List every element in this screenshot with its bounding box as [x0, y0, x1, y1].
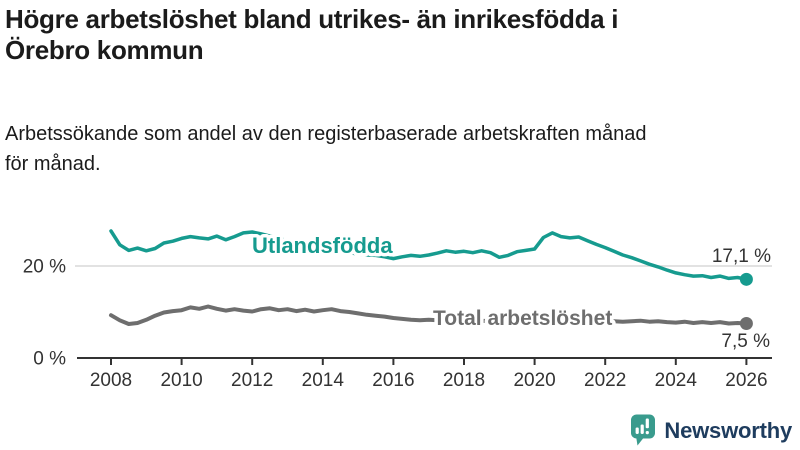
- page-subtitle-line1: Arbetssökande som andel av den registerb…: [5, 123, 647, 145]
- line-utlandsfodda: [109, 229, 749, 282]
- page-subtitle: Arbetssökande som andel av den registerb…: [5, 119, 647, 179]
- gridlines: 0 % 20 %: [23, 257, 772, 370]
- end-dot-utlandsfodda: [739, 272, 753, 286]
- series-lines: [109, 229, 753, 330]
- x-tick-label: 2026: [725, 370, 767, 391]
- x-tick-label: 2012: [231, 370, 273, 391]
- x-tick-label: 2010: [160, 370, 202, 391]
- x-tick-label: 2024: [655, 370, 698, 391]
- x-tick-label: 2008: [90, 370, 132, 391]
- page-title: Högre arbetslöshet bland utrikes- än inr…: [5, 4, 618, 66]
- unemployment-line-chart: 0 % 20 % Utlandsfödda 17,1 % Total arbetslö…: [23, 229, 772, 391]
- page-subtitle-line2: för månad.: [5, 153, 101, 175]
- newsworthy-logo: Newsworthy: [630, 414, 792, 447]
- page-title-line1: Högre arbetslöshet bland utrikes- än inr…: [5, 4, 619, 34]
- y-tick-label: 0 %: [33, 349, 66, 370]
- newsworthy-chart-bubble-icon: [631, 414, 656, 446]
- x-tick-label: 2020: [513, 370, 555, 391]
- end-value-label-utlandsfodda: 17,1 %: [712, 246, 771, 267]
- series-label-utlandsfodda: Utlandsfödda: [252, 233, 393, 258]
- series-labels: Utlandsfödda 17,1 % Total arbetslöshet 7,5 …: [249, 230, 772, 353]
- page-title-line2: Örebro kommun: [5, 35, 204, 65]
- x-tick-label: 2014: [302, 370, 345, 391]
- end-value-label-total: 7,5 %: [721, 331, 770, 352]
- y-tick-label: 20 %: [23, 257, 66, 278]
- x-tick-label: 2018: [443, 370, 485, 391]
- x-tick-label: 2016: [372, 370, 414, 391]
- x-axis: 2008 2010 2012 2014 2016 2018 2020 2022 2024 2026: [77, 357, 772, 391]
- end-dot-total: [739, 317, 753, 330]
- brand-name: Newsworthy: [664, 417, 792, 443]
- series-label-total: Total arbetslöshet: [433, 307, 612, 330]
- x-tick-label: 2022: [584, 370, 626, 391]
- line-total: [109, 304, 749, 326]
